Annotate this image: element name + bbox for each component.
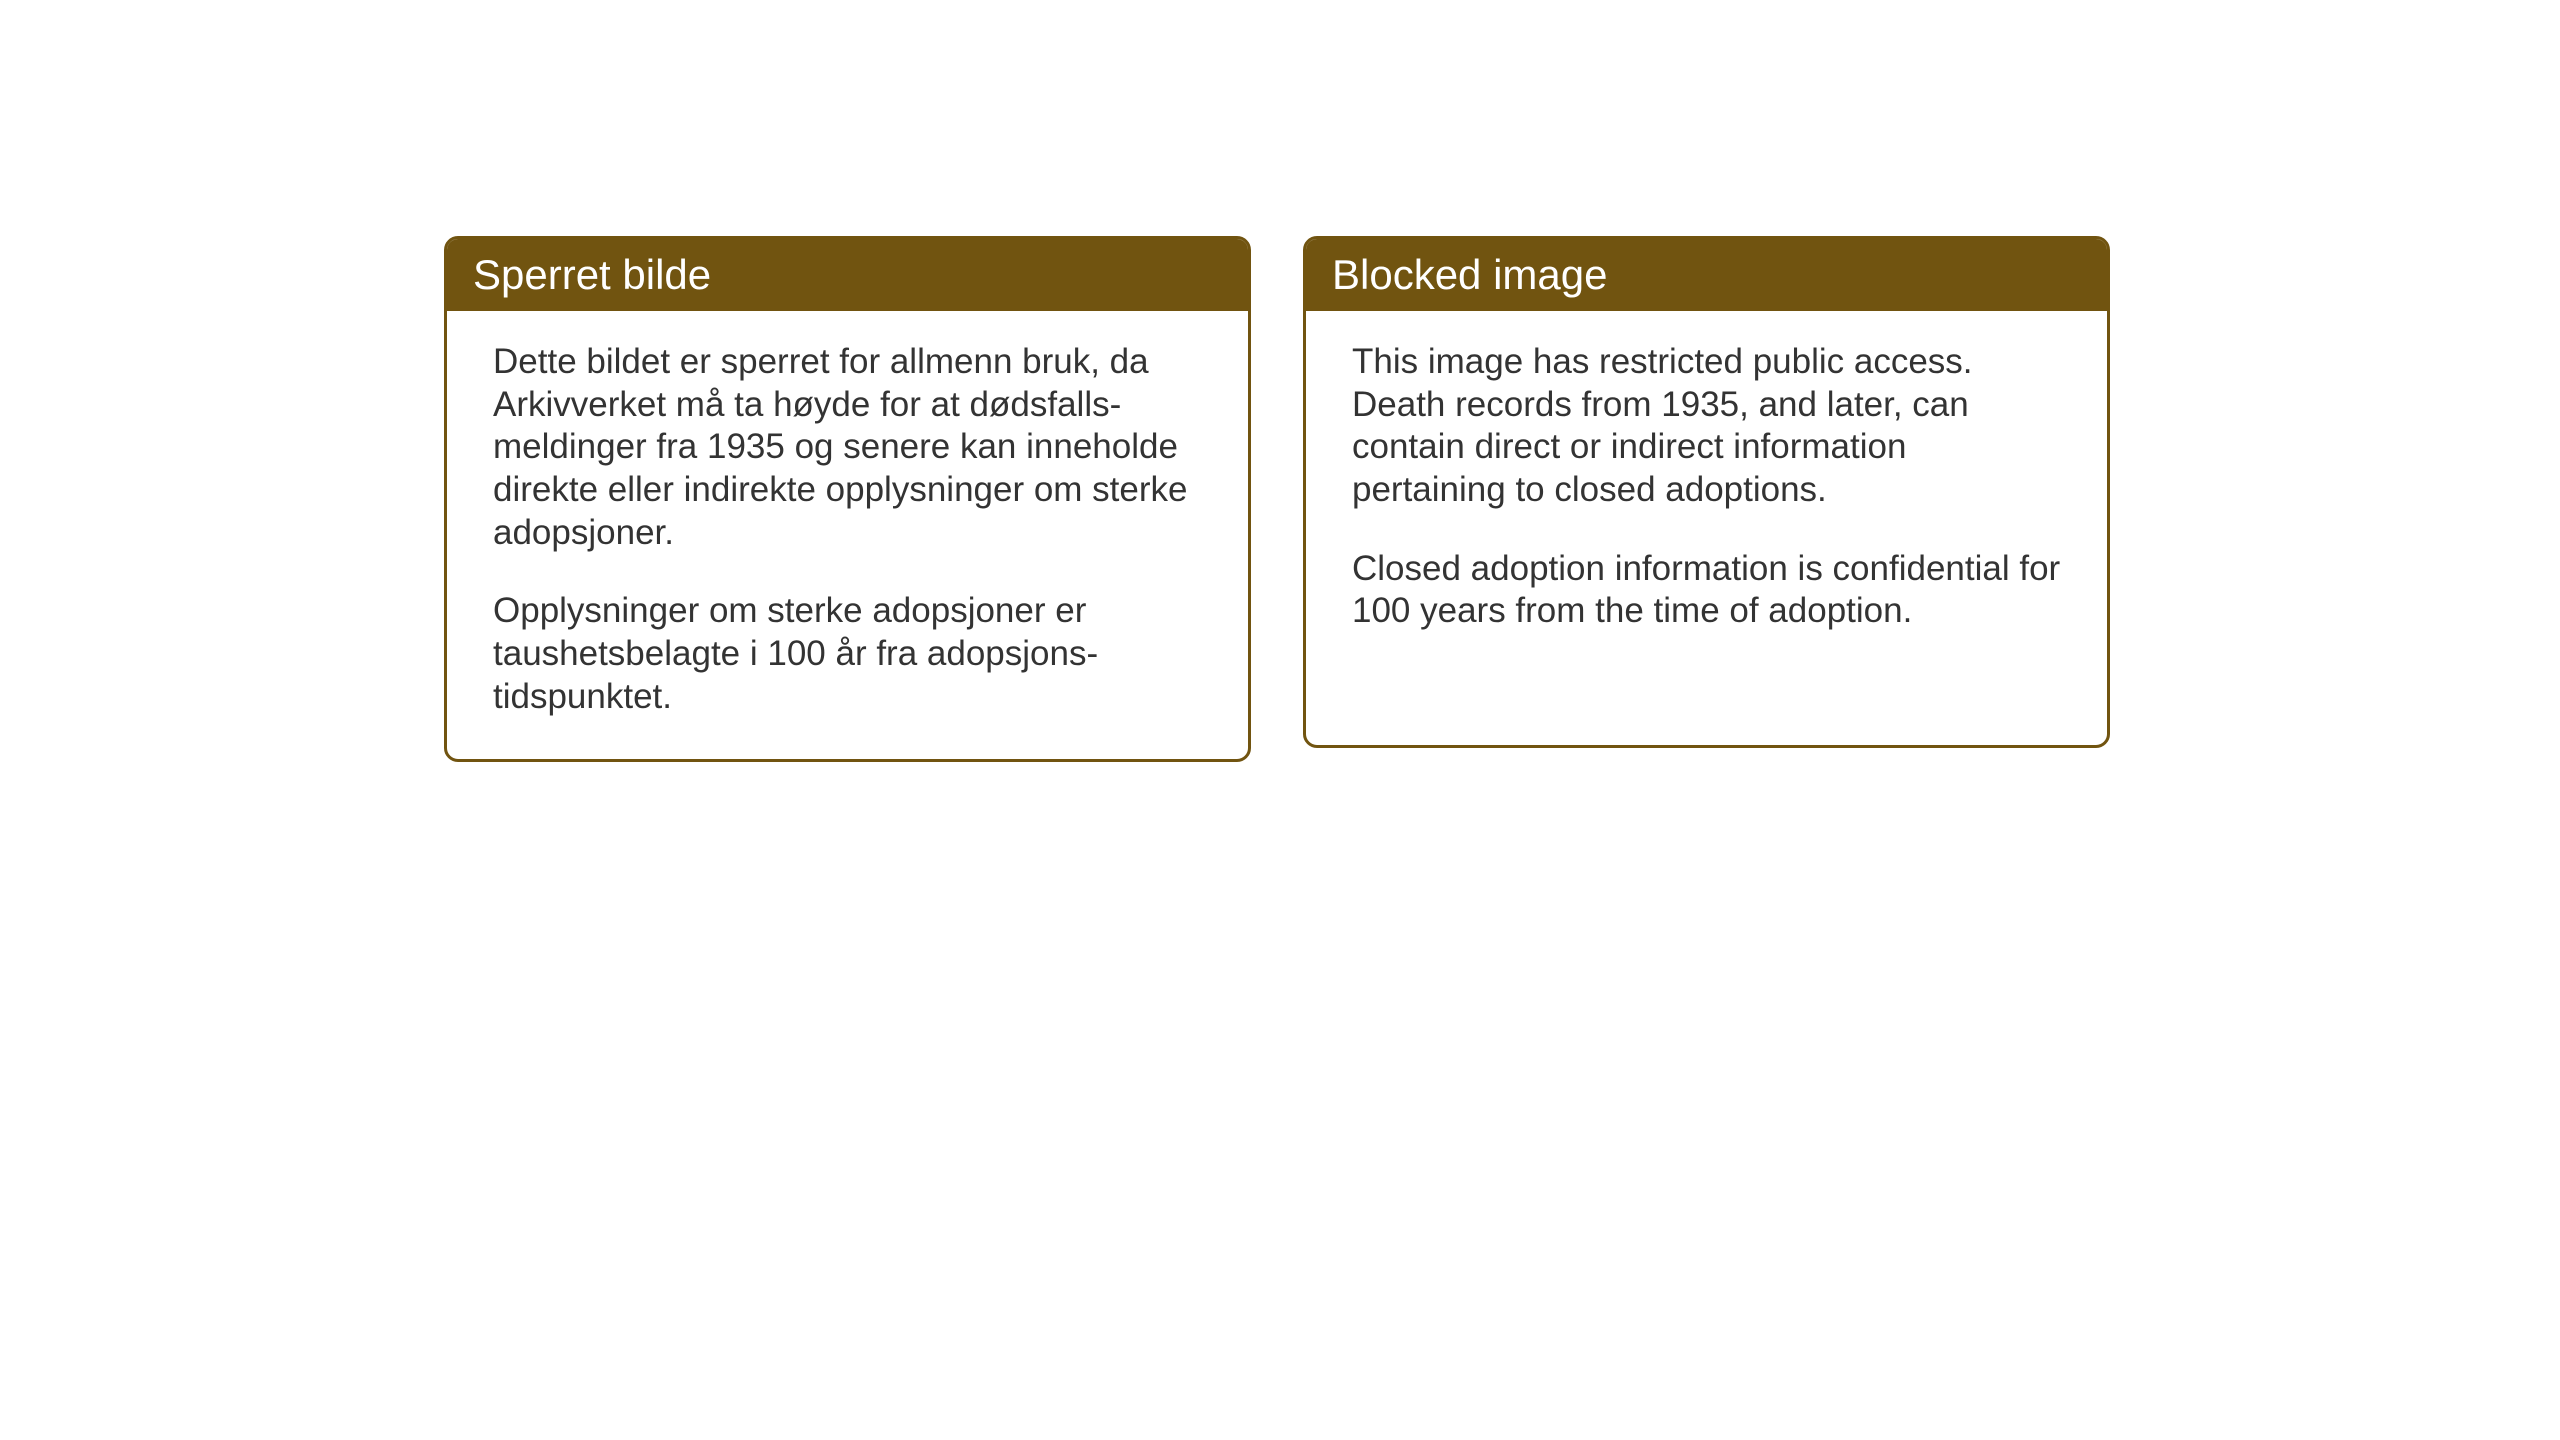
paragraph-2-english: Closed adoption information is confident… (1352, 548, 2061, 633)
card-title-english: Blocked image (1332, 251, 1607, 298)
paragraph-1-norwegian: Dette bildet er sperret for allmenn bruk… (493, 341, 1202, 554)
card-body-english: This image has restricted public access.… (1306, 311, 2107, 673)
notice-card-norwegian: Sperret bilde Dette bildet er sperret fo… (444, 236, 1251, 762)
card-header-norwegian: Sperret bilde (447, 239, 1248, 311)
paragraph-1-english: This image has restricted public access.… (1352, 341, 2061, 512)
card-title-norwegian: Sperret bilde (473, 251, 711, 298)
notice-container: Sperret bilde Dette bildet er sperret fo… (444, 236, 2110, 762)
notice-card-english: Blocked image This image has restricted … (1303, 236, 2110, 748)
paragraph-2-norwegian: Opplysninger om sterke adopsjoner er tau… (493, 590, 1202, 718)
card-body-norwegian: Dette bildet er sperret for allmenn bruk… (447, 311, 1248, 759)
card-header-english: Blocked image (1306, 239, 2107, 311)
